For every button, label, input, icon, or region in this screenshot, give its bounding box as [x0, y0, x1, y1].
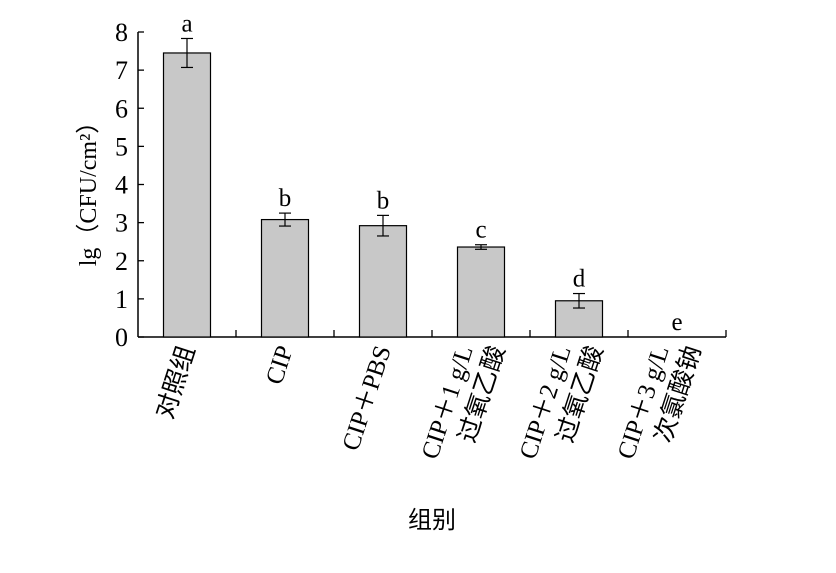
y-tick-label: 6 [115, 94, 128, 123]
category-label: CIP [261, 343, 299, 388]
significance-label: d [573, 266, 586, 293]
significance-label: e [671, 309, 682, 336]
y-tick-label: 0 [115, 323, 128, 352]
y-axis-title: lg（CFU/cm²） [76, 110, 102, 267]
y-tick-label: 1 [115, 285, 128, 314]
bars [162, 52, 604, 338]
category-label: CIP＋PBS [338, 343, 397, 454]
x-axis [138, 330, 727, 338]
x-axis-title: 组别 [408, 507, 456, 534]
y-tick-label: 8 [115, 18, 128, 47]
significance-label: b [377, 187, 390, 214]
y-tick-label: 5 [115, 132, 128, 161]
significance-label: a [181, 10, 192, 37]
bar [260, 218, 310, 338]
significance-labels: a b b c d e [181, 10, 682, 336]
y-tick-label: 3 [115, 209, 128, 238]
significance-label: c [475, 217, 486, 244]
error-bars [181, 37, 585, 309]
bar [456, 246, 506, 338]
category-label: 对照组 [151, 342, 201, 422]
significance-label: b [279, 185, 292, 212]
bar [162, 52, 212, 338]
y-tick-label: 7 [115, 56, 128, 85]
y-axis: 0 1 2 3 4 5 6 7 8 [115, 18, 144, 352]
y-tick-label: 2 [115, 247, 128, 276]
bar [358, 225, 408, 338]
y-tick-label: 4 [115, 171, 128, 200]
